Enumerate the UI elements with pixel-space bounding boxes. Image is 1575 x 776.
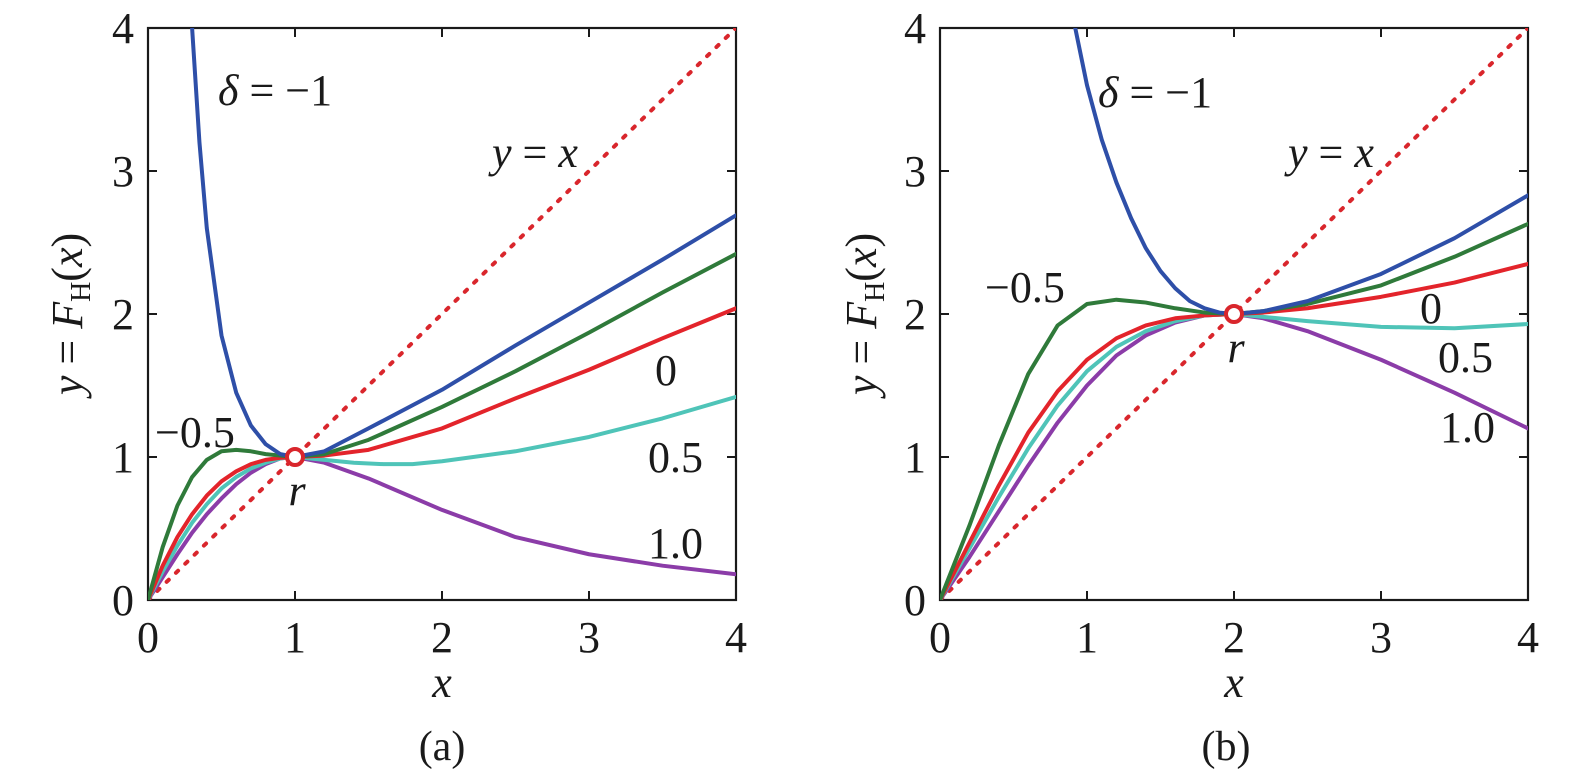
series-line-delta-neg-0.5 (940, 221, 1528, 600)
y-tick-label: 4 (112, 4, 134, 53)
series-line-delta-1.0 (940, 312, 1528, 600)
x-tick-label: 1 (284, 613, 306, 662)
x-tick-label: 0 (929, 613, 951, 662)
y-tick-label: 3 (904, 147, 926, 196)
series-label: δ = −1 (1098, 68, 1212, 117)
x-tick-label: 0 (137, 613, 159, 662)
x-tick-label: 4 (1517, 613, 1539, 662)
x-tick-label: 3 (1370, 613, 1392, 662)
x-axis-label: x (431, 658, 452, 707)
fixed-point-marker (1224, 304, 1244, 324)
y-tick-label: 2 (904, 290, 926, 339)
y-tick-label: 0 (112, 576, 134, 625)
y-tick-label: 0 (904, 576, 926, 625)
series-label: 1.0 (648, 519, 703, 568)
x-tick-label: 4 (725, 613, 747, 662)
x-tick-label: 1 (1076, 613, 1098, 662)
series-label: 0 (655, 346, 677, 395)
y-tick-label: 4 (904, 4, 926, 53)
x-axis-label: x (1223, 658, 1244, 707)
fixed-point-label: r (1227, 323, 1245, 372)
y-tick-label: 2 (112, 290, 134, 339)
x-tick-label: 2 (1223, 613, 1245, 662)
series-label: −0.5 (985, 263, 1065, 312)
panel-caption: (b) (1202, 724, 1251, 770)
series-label: 0.5 (648, 433, 703, 482)
fixed-point-marker (285, 447, 305, 467)
series-line-delta-0 (940, 261, 1528, 600)
panel-caption: (a) (419, 724, 466, 770)
series-label: 0.5 (1438, 333, 1493, 382)
series-line-delta-neg-1 (1073, 28, 1528, 316)
y-tick-label: 3 (112, 147, 134, 196)
y-tick-label: 1 (904, 433, 926, 482)
identity-line-label: y = x (488, 128, 578, 177)
y-tick-label: 1 (112, 433, 134, 482)
series-line-delta-0 (148, 306, 736, 600)
series-label: 1.0 (1440, 403, 1495, 452)
y-axis-label: y = FH(x) (837, 233, 891, 399)
identity-line-label: y = x (1284, 128, 1374, 177)
x-tick-label: 2 (431, 613, 453, 662)
x-tick-label: 3 (578, 613, 600, 662)
series-label: 0 (1420, 284, 1442, 333)
series-label: −0.5 (155, 408, 235, 457)
panel-a: 0 1 2 3 4 0 1 2 3 4 y = x δ = −1 −0.5 0 0.5 1.0 r x y = FH… (43, 4, 747, 770)
series-label: δ = −1 (218, 66, 332, 115)
fixed-point-label: r (288, 466, 306, 515)
series-line-delta-neg-0.5 (148, 251, 736, 600)
series-line-delta-0.5 (940, 312, 1528, 600)
y-axis-label: y = FH(x) (43, 233, 97, 399)
